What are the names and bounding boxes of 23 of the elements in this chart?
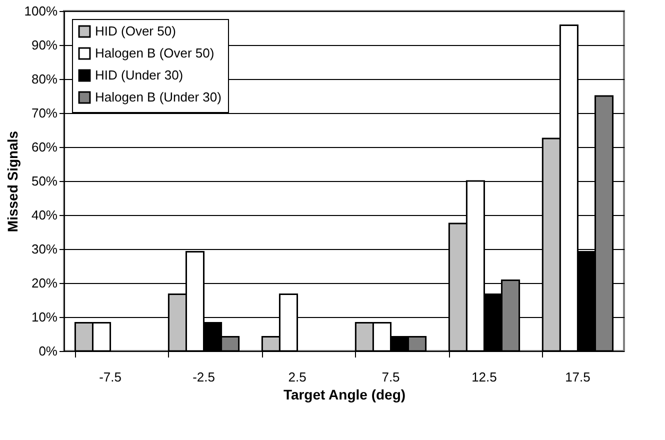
y-tick-label: 0% <box>38 344 58 358</box>
y-axis-title: Missed Signals <box>4 130 20 232</box>
legend-label: HID (Over 50) <box>95 24 176 38</box>
y-tick-label: 70% <box>31 106 58 120</box>
x-tick-label: 7.5 <box>382 370 400 384</box>
y-tick-label: 80% <box>31 72 58 86</box>
x-axis-title: Target Angle (deg) <box>283 386 406 402</box>
legend-label: Halogen B (Over 50) <box>95 46 214 60</box>
x-tick-label: -2.5 <box>192 370 215 384</box>
legend-label: Halogen B (Under 30) <box>95 90 222 104</box>
y-tick-label: 60% <box>31 140 58 154</box>
x-tick-label: 12.5 <box>472 370 497 384</box>
x-tick-label: 17.5 <box>565 370 590 384</box>
y-tick-label: 20% <box>31 276 58 290</box>
y-tick-label: 100% <box>24 4 58 18</box>
x-tick-label: -7.5 <box>99 370 122 384</box>
x-tick-label: 2.5 <box>288 370 306 384</box>
y-tick-label: 30% <box>31 242 58 256</box>
legend-label: HID (Under 30) <box>95 68 184 82</box>
y-tick-label: 90% <box>31 38 58 52</box>
y-tick-label: 50% <box>31 174 58 188</box>
y-tick-label: 40% <box>31 208 58 222</box>
y-tick-label: 10% <box>31 310 58 324</box>
